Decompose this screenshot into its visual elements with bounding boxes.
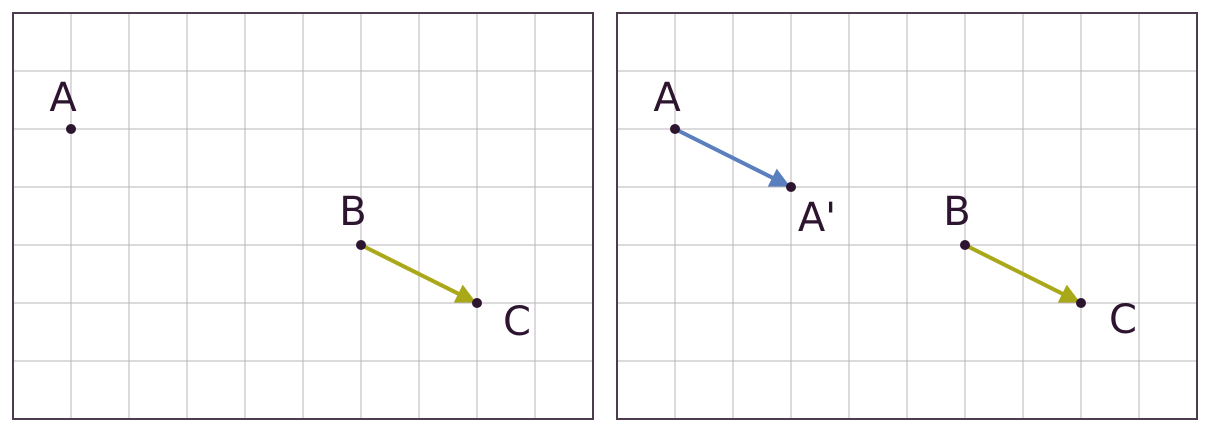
point-label-c: C xyxy=(503,299,531,345)
point-c xyxy=(1076,298,1086,308)
panel-1: A B C xyxy=(12,12,594,420)
point-label-c: C xyxy=(1109,297,1137,343)
panel-2: A A' B C xyxy=(616,12,1198,420)
panels-layer: A B C A A' B C xyxy=(12,12,1198,420)
point-a2 xyxy=(786,182,796,192)
point-label-b: B xyxy=(943,189,970,235)
vector-a-a2 xyxy=(674,127,791,188)
point-b xyxy=(356,240,366,250)
point-a xyxy=(670,124,680,134)
vector-b-c xyxy=(360,243,477,304)
point-label-a2: A' xyxy=(798,195,836,241)
point-label-a: A xyxy=(49,75,77,121)
panel-frame xyxy=(12,12,594,420)
panel-frame xyxy=(616,12,1198,420)
point-c xyxy=(472,298,482,308)
vector-b-c xyxy=(964,243,1081,304)
point-label-a: A xyxy=(653,75,681,121)
point-label-b: B xyxy=(339,189,366,235)
point-a xyxy=(66,124,76,134)
point-b xyxy=(960,240,970,250)
